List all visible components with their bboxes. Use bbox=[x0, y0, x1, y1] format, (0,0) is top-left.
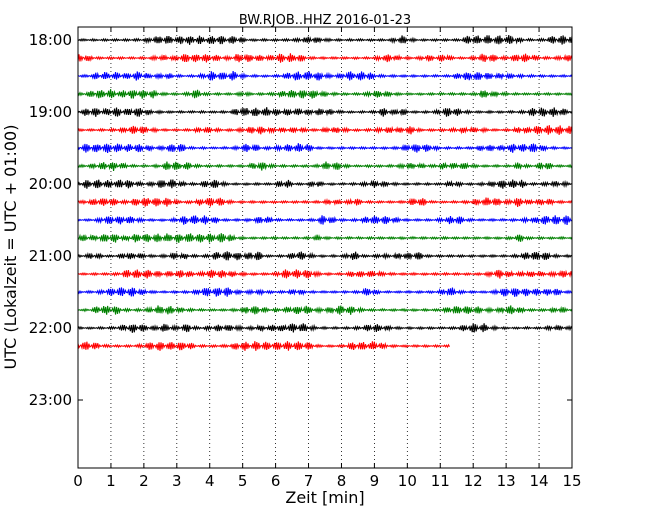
axis-ticks: 0 1 2 3 4 5 6 7 8 9 10 11 12 13 14 1518:0019:0020:0021:… bbox=[29, 27, 582, 490]
x-tick-label: 4 bbox=[205, 472, 215, 490]
trace-2145 bbox=[77, 305, 573, 315]
y-tick-label: 20:00 bbox=[29, 175, 72, 193]
y-axis-label: UTC (Lokalzeit = UTC + 01:00) bbox=[1, 125, 20, 370]
x-tick-label: 6 bbox=[271, 472, 281, 490]
x-tick-label: 13 bbox=[497, 472, 516, 490]
trace-2015 bbox=[77, 197, 573, 207]
x-tick-label: 10 bbox=[398, 472, 417, 490]
trace-1945 bbox=[77, 161, 573, 171]
x-tick-label: 5 bbox=[238, 472, 248, 490]
trace-1830 bbox=[77, 70, 573, 81]
grid-lines bbox=[110, 27, 540, 468]
x-tick-label: 8 bbox=[337, 472, 347, 490]
trace-2000 bbox=[77, 179, 573, 189]
trace-2200 bbox=[77, 323, 573, 333]
y-tick-label: 23:00 bbox=[29, 391, 72, 409]
x-tick-label: 0 bbox=[73, 472, 83, 490]
x-tick-label: 3 bbox=[172, 472, 182, 490]
x-tick-label: 14 bbox=[530, 472, 549, 490]
trace-2130 bbox=[77, 287, 573, 297]
x-tick-label: 11 bbox=[431, 472, 450, 490]
x-axis-label: Zeit [min] bbox=[285, 488, 364, 507]
trace-1900 bbox=[77, 107, 573, 117]
trace-1800 bbox=[77, 35, 573, 45]
plot-frame bbox=[77, 26, 573, 469]
y-tick-label: 19:00 bbox=[29, 103, 72, 121]
x-tick-label: 1 bbox=[106, 472, 116, 490]
trace-2100 bbox=[77, 251, 573, 261]
trace-1815 bbox=[77, 53, 573, 63]
x-tick-label: 9 bbox=[370, 472, 380, 490]
trace-lines bbox=[77, 35, 573, 351]
trace-1915 bbox=[77, 125, 573, 135]
y-tick-label: 22:00 bbox=[29, 319, 72, 337]
trace-2045 bbox=[77, 233, 573, 243]
trace-1930 bbox=[77, 143, 573, 153]
y-tick-label: 18:00 bbox=[29, 31, 72, 49]
y-tick-label: 21:00 bbox=[29, 247, 72, 265]
x-tick-label: 2 bbox=[139, 472, 149, 490]
x-tick-label: 7 bbox=[304, 472, 314, 490]
trace-2030 bbox=[77, 215, 573, 225]
chart-title: BW.RJOB..HHZ 2016-01-23 bbox=[239, 13, 411, 28]
trace-2215 bbox=[77, 341, 450, 351]
trace-1845 bbox=[77, 89, 573, 99]
trace-2115 bbox=[77, 269, 573, 279]
x-tick-label: 12 bbox=[464, 472, 483, 490]
x-tick-label: 15 bbox=[562, 472, 581, 490]
